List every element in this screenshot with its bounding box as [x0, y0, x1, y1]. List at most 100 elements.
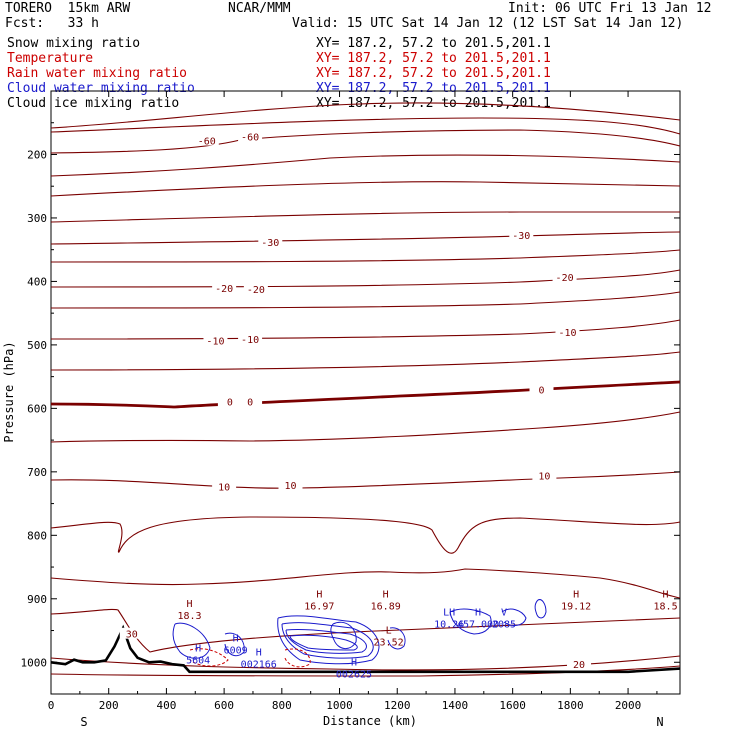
extremum-marker: H [233, 633, 239, 644]
contour-label-bg [212, 281, 237, 293]
xy-temperature: XY= 187.2, 57.2 to 201.5,201.1 [316, 51, 551, 66]
contour-label: -10 [241, 335, 259, 346]
legend-temperature: Temperature [7, 51, 94, 66]
contour-label: 10 [218, 482, 230, 493]
plot-frame [50, 90, 681, 695]
extremum-value: 10.26 [434, 619, 464, 630]
isotherm [50, 181, 681, 197]
model-name: TORERO 15km ARW [5, 1, 131, 16]
isotherm [50, 291, 681, 309]
x-tick-label: 1400 [442, 699, 469, 712]
extremum-marker: L [386, 626, 392, 637]
isotherm [50, 269, 681, 288]
isotherm [50, 117, 681, 135]
cloud-water-contour [387, 627, 406, 650]
north-label: N [656, 715, 663, 729]
y-tick-label: 300 [27, 212, 47, 225]
x-tick-label: 400 [156, 699, 176, 712]
cloud-water-contour [534, 599, 547, 619]
contour-label: -20 [556, 273, 574, 284]
xy-snow: XY= 187.2, 57.2 to 201.5,201.1 [316, 36, 551, 51]
contour-label: -60 [198, 137, 216, 148]
isotherm [50, 665, 681, 677]
contour-label-bg [278, 479, 303, 491]
contour-label-bg [217, 395, 242, 407]
isotherm [50, 231, 681, 245]
valid-time: Valid: 15 UTC Sat 14 Jan 12 (12 LST Sat … [292, 16, 684, 31]
extremum-marker: H [316, 590, 322, 601]
extremum-value: 6009 [224, 645, 248, 656]
isotherm [50, 471, 681, 489]
x-tick-label: 200 [99, 699, 119, 712]
extremum-marker: H [383, 590, 389, 601]
extremum-value: 16.97 [304, 602, 334, 613]
contour-label-bg [567, 658, 592, 670]
y-tick-label: 600 [27, 402, 47, 415]
contour-label: -60 [241, 133, 259, 144]
y-axis-label: Pressure (hPa) [2, 341, 16, 442]
contour-label-bg [243, 283, 268, 295]
contour-label: 0 [247, 397, 253, 408]
legend-cloud-water: Cloud water mixing ratio [7, 81, 195, 96]
extremum-marker: H [351, 657, 357, 668]
cloud-water-contour [281, 622, 374, 659]
extremum-value: 5604 [186, 655, 210, 666]
y-tick-label: 400 [27, 275, 47, 288]
y-tick-label: 800 [27, 529, 47, 542]
contour-label: -20 [247, 285, 265, 296]
contour-label: 0 [227, 397, 233, 408]
south-label: S [80, 715, 87, 729]
contour-label: 10 [538, 472, 550, 483]
isotherm [50, 351, 681, 371]
isotherm [50, 516, 681, 554]
temperature-contours [50, 102, 681, 677]
contour-label: -30 [512, 231, 530, 242]
isotherm [50, 249, 681, 263]
extremum-value: 23.52 [374, 638, 404, 649]
legend-rain: Rain water mixing ratio [7, 66, 188, 81]
extremum-value: 002166 [241, 659, 277, 670]
extremum-marker: LH [443, 607, 455, 618]
x-tick-label: 1600 [499, 699, 526, 712]
contour-label-bg [238, 130, 263, 142]
contour-label-bg [238, 395, 263, 407]
isotherm [50, 319, 681, 340]
extremum-value: 16.89 [371, 602, 401, 613]
x-tick-label: 800 [272, 699, 292, 712]
y-tick-label: 700 [27, 466, 47, 479]
forecast-hour: Fcst: 33 h [5, 16, 99, 31]
contour-label: -10 [206, 336, 224, 347]
terrain-line [50, 624, 681, 674]
contour-label: 20 [573, 660, 585, 671]
extremum-marker: H [186, 599, 192, 610]
extremum-marker: H [195, 643, 201, 654]
x-tick-label: 1800 [557, 699, 584, 712]
contour-label: 0 [538, 385, 544, 396]
extremum-marker: H [663, 590, 669, 601]
init-time: Init: 06 UTC Fri 13 Jan 12 [508, 1, 712, 16]
extremum-marker: V [501, 607, 507, 618]
cloud-water-contour [172, 622, 211, 659]
isotherm-zero [50, 380, 681, 409]
x-tick-label: 0 [48, 699, 55, 712]
extremum-value: 18.5 [654, 602, 678, 613]
isotherm [50, 102, 681, 129]
cloud-water-contour [289, 634, 358, 651]
contour-label-bg [532, 469, 557, 481]
cloud-water-contour [224, 632, 245, 657]
y-tick-label: 900 [27, 593, 47, 606]
contour-label-bg [203, 334, 228, 346]
cloud-water-contour [501, 608, 527, 626]
contour-label-bg [529, 383, 554, 395]
cloud-water-contour [285, 628, 367, 654]
x-tick-label: 1200 [384, 699, 411, 712]
contour-label-bg [258, 236, 283, 248]
rain-water-contour [284, 648, 311, 668]
extremum-value: 002625 [336, 669, 372, 680]
isotherm [50, 568, 681, 599]
extremum-value: 18.3 [177, 611, 201, 622]
x-tick-label: 2000 [615, 699, 642, 712]
contour-label-bg [238, 333, 263, 345]
cloud-water-contour [330, 621, 357, 649]
contour-label-bg [212, 480, 237, 492]
